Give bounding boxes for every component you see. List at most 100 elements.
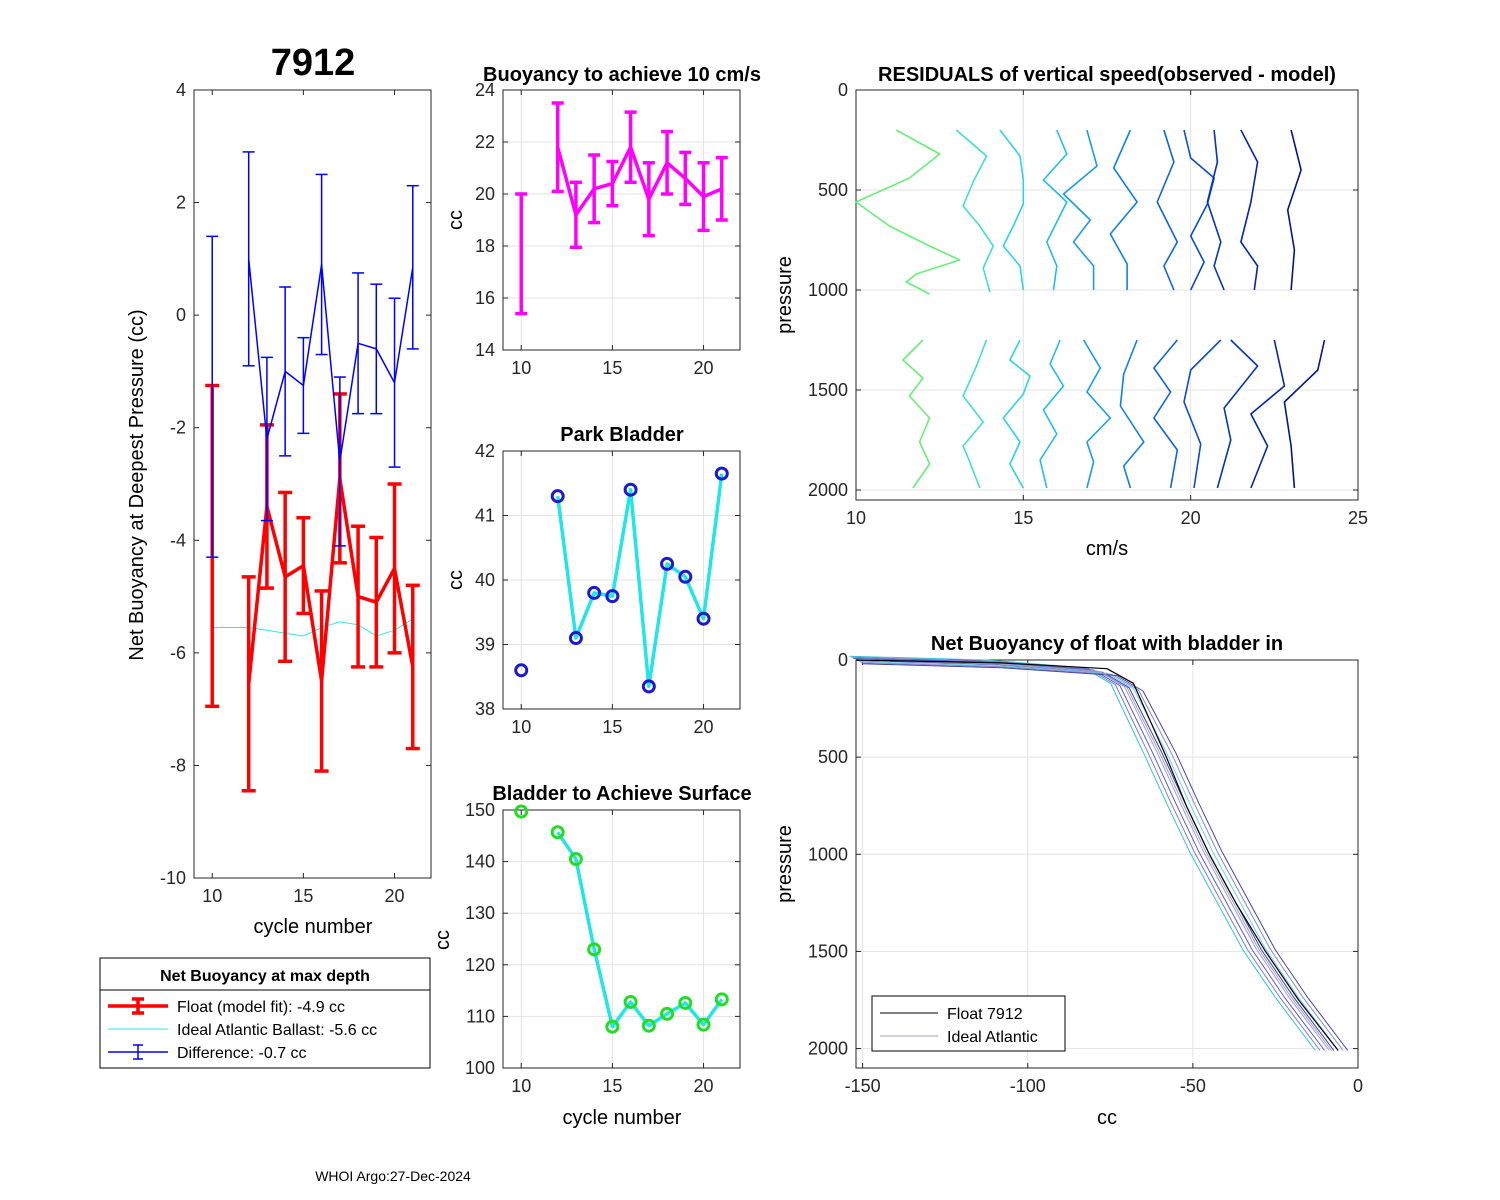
net-buoyancy-ytick-label-1: -8 [170,755,186,775]
bladder-surface-ytick-label-0: 100 [465,1058,495,1078]
residual-lower-3 [1039,339,1065,489]
legend-diff-label: Difference: -0.7 cc [177,1045,307,1062]
bladder-surface-ytick-label-5: 150 [465,800,495,820]
residuals-ylabel: pressure [774,256,796,334]
buoyancy-10cms-ytick-label-1: 16 [475,288,495,308]
bladder-surface-xtick-label-0: 10 [511,1076,531,1096]
bladder-surface-xtick-label-2: 20 [694,1076,714,1096]
bladder-surface-xtick-label-1: 15 [602,1076,622,1096]
profile-cycle-0 [849,655,1316,1051]
profile-cycle-2 [853,657,1325,1051]
residuals-ytick-label-4: 2000 [808,480,848,500]
residual-lower-7 [1183,339,1222,489]
park-bladder-marker-0 [514,663,529,678]
residuals-xtick-label-2: 20 [1181,508,1201,528]
net-buoyancy-profile-ytick-label-1: 500 [818,747,848,767]
footer-credit: WHOI Argo:27-Dec-2024 [315,1168,471,1184]
profile-legend: Float 7912 Ideal Atlantic [871,995,1066,1052]
residual-upper-9 [1240,129,1259,291]
residuals-ytick-label-2: 1000 [808,280,848,300]
net-buoyancy-profile-xtick-label-1: -100 [1010,1076,1046,1096]
bladder-surface-ytick-label-3: 130 [465,903,495,923]
buoyancy-10cms-xtick-label-0: 10 [511,358,531,378]
residuals-axes-frame [855,89,1359,501]
residual-lower-6 [1153,339,1179,489]
profile-cycle-5 [858,661,1339,1051]
net-buoyancy-profile-xtick-label-3: 0 [1353,1076,1363,1096]
buoyancy-10cms-ytick-label-2: 18 [475,236,495,256]
park-bladder-line [555,473,724,689]
residuals-panel: RESIDUALS of vertical speed(observed - m… [774,64,1368,560]
net-buoyancy-profile-xtick-label-0: -150 [845,1076,881,1096]
net-buoyancy-axes-frame [193,89,432,879]
net-buoyancy-ytick-label-7: 4 [176,80,186,100]
bladder-surface-marker-2 [568,852,583,867]
bladder-surface-marker-6 [641,1018,656,1033]
bladder-surface-marker-3 [587,942,602,957]
float-model-line [246,476,415,684]
bladder-surface-marker-9 [696,1017,711,1032]
residual-upper-5 [1109,129,1138,290]
legend-ideal-label: Ideal Atlantic Ballast: -5.6 cc [177,1022,377,1039]
residual-upper-1 [955,129,995,293]
net-buoyancy-ytick-label-4: -2 [170,418,186,438]
residuals-xtick-label-1: 15 [1013,508,1033,528]
buoyancy-10cms-ytick-label-3: 20 [475,184,495,204]
park-bladder-marker-7 [660,556,675,571]
park-bladder-panel: Park Bladder cc 10 15 20 38 39 40 41 42 [445,424,741,737]
park-bladder-ytick-label-3: 41 [475,506,495,526]
net-buoyancy-legend: Net Buoyancy at max depth Float (model f… [99,957,431,1069]
net-buoyancy-xlabel: cycle number [254,916,373,938]
park-bladder-ylabel: cc [445,570,467,590]
residual-lower-10 [1283,339,1326,489]
park-bladder-marker-10 [714,466,729,481]
float-7912-line [855,659,1339,1051]
residual-lower-2 [1002,339,1031,489]
bladder-surface-ytick-label-1: 110 [466,1006,495,1026]
bladder-surface-marker-4 [605,1019,620,1034]
residual-lower-9 [1250,339,1286,489]
bladder-surface-ytick-label-2: 120 [465,955,495,975]
park-bladder-ytick-label-1: 39 [475,635,495,655]
legend-title: Net Buoyancy at max depth [160,968,370,985]
residual-upper-6 [1156,129,1179,291]
net-buoyancy-ytick-label-2: -6 [170,643,186,663]
buoyancy-10cms-ytick-label-0: 14 [475,340,495,360]
residual-upper-8 [1206,129,1225,291]
bladder-surface-marker-1 [550,825,565,840]
residual-lower-8 [1216,339,1259,489]
net-buoyancy-ylabel: Net Buoyancy at Deepest Pressure (cc) [126,309,148,660]
bladder-surface-title: Bladder to Achieve Surface [492,783,751,805]
difference-line [247,258,414,463]
park-bladder-marker-6 [641,679,656,694]
net-buoyancy-ytick-label-0: -10 [160,868,186,888]
buoyancy-10cms-xtick-label-2: 20 [694,358,714,378]
residual-upper-3 [1042,129,1068,291]
legend-frame [99,957,431,1069]
bladder-surface-ylabel: cc [432,930,454,950]
net-buoyancy-ytick-label-3: -4 [170,530,186,550]
residual-lower-4 [1082,339,1112,489]
residuals-title: RESIDUALS of vertical speed(observed - m… [878,64,1336,86]
bladder-surface-marker-8 [678,995,693,1010]
bladder-surface-panel: Bladder to Achieve Surface cc cycle numb… [432,783,752,1129]
profile-title: Net Buoyancy of float with bladder in [931,633,1283,655]
park-bladder-ytick-label-0: 38 [475,699,495,719]
legend-float-label: Float (model fit): -4.9 cc [177,999,345,1016]
bladder-surface-marker-7 [660,1006,675,1021]
profile-cycle-7 [862,663,1349,1051]
net-buoyancy-ytick-label-6: 2 [176,193,186,213]
buoyancy-10cms-ytick-label-5: 24 [475,80,495,100]
bladder-surface-marker-10 [714,992,729,1007]
residual-lower-1 [962,339,988,489]
net-buoyancy-profile-ytick-label-0: 0 [838,650,848,670]
bladder-surface-marker-0 [514,804,529,819]
residual-lower-5 [1119,339,1145,489]
bladder-surface-marker-5 [623,994,638,1009]
profile-cycle-4 [856,660,1335,1051]
residuals-ytick-label-3: 1500 [808,380,848,400]
net-buoyancy-xtick-label-0: 10 [202,886,222,906]
residual-lower-0 [902,339,931,489]
park-bladder-marker-5 [623,482,638,497]
